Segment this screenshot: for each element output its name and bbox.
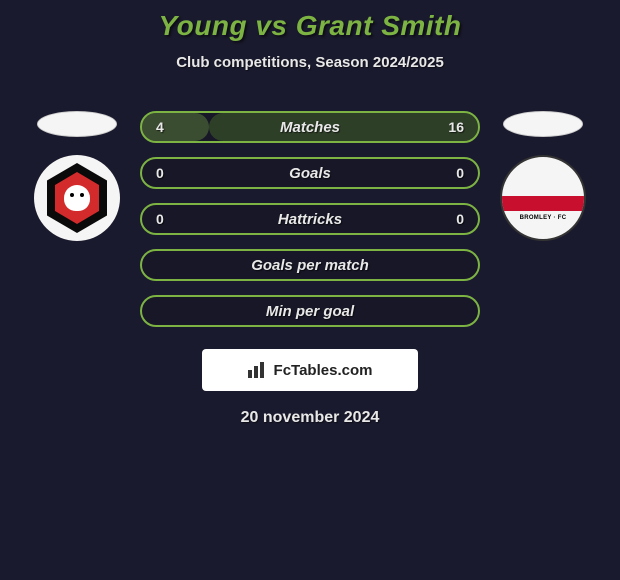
subtitle: Club competitions, Season 2024/2025 [0,54,620,71]
stat-label: Hattricks [142,211,478,228]
right-player-col: BROMLEY · FC [498,111,588,241]
comparison-card: Young vs Grant Smith Club competitions, … [0,0,620,427]
lion-icon [64,185,90,211]
stats-area: 4Matches160Goals00Hattricks0Goals per ma… [0,111,620,327]
left-player-col [32,111,122,241]
left-club-badge [34,155,120,241]
watermark-text: FcTables.com [274,362,373,379]
stat-value-right: 16 [434,119,464,135]
stat-value-right: 0 [434,165,464,181]
stat-row: 0Goals0 [140,157,480,189]
date-label: 20 november 2024 [0,409,620,427]
stat-bars: 4Matches160Goals00Hattricks0Goals per ma… [140,111,480,327]
stat-label: Goals per match [142,257,478,274]
stat-value-left: 4 [156,119,186,135]
right-badge-label: BROMLEY · FC [502,215,584,221]
stat-label: Min per goal [142,303,478,320]
left-flag-icon [37,111,117,137]
right-club-badge: BROMLEY · FC [500,155,586,241]
stat-row: 0Hattricks0 [140,203,480,235]
stat-value-left: 0 [156,211,186,227]
watermark: FcTables.com [202,349,418,391]
stat-value-right: 0 [434,211,464,227]
stat-row: Goals per match [140,249,480,281]
stat-row: 4Matches16 [140,111,480,143]
stat-label: Matches [142,119,478,136]
right-flag-icon [503,111,583,137]
bar-chart-icon [248,362,268,378]
shield-icon [47,163,107,233]
stat-value-left: 0 [156,165,186,181]
page-title: Young vs Grant Smith [0,10,620,42]
stat-label: Goals [142,165,478,182]
stat-row: Min per goal [140,295,480,327]
